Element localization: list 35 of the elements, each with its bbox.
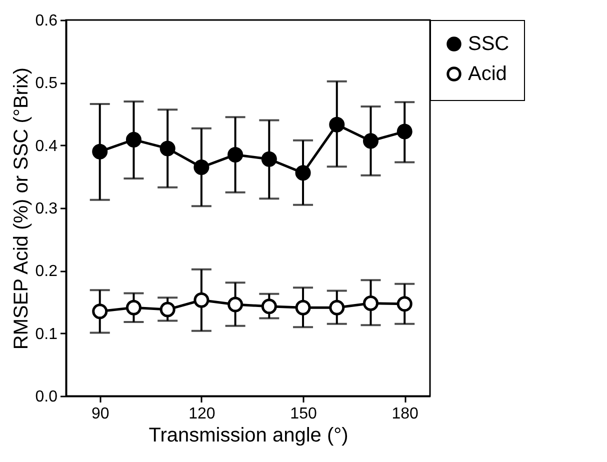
point bbox=[126, 132, 142, 148]
point bbox=[92, 144, 108, 160]
point bbox=[160, 140, 176, 156]
point bbox=[261, 151, 277, 167]
legend-label: Acid bbox=[468, 63, 507, 85]
y-axis-title: RMSEP Acid (%) or SSC (°Brix) bbox=[10, 67, 32, 350]
x-tick-label: 90 bbox=[91, 406, 110, 422]
y-tick-label: 0.1 bbox=[35, 326, 58, 343]
x-tick-label: 180 bbox=[392, 406, 419, 422]
point bbox=[362, 133, 379, 149]
point bbox=[295, 165, 311, 181]
point bbox=[194, 292, 210, 308]
point bbox=[228, 146, 244, 162]
x-tick-label: 120 bbox=[188, 406, 216, 422]
point bbox=[396, 296, 412, 312]
y-tick-label: 0.0 bbox=[35, 388, 58, 406]
legend-label: SSC bbox=[468, 33, 510, 55]
point bbox=[92, 304, 108, 320]
y-tick-label: 0.3 bbox=[35, 200, 58, 218]
point bbox=[126, 300, 142, 316]
point bbox=[396, 124, 412, 140]
y-tick-label: 0.2 bbox=[35, 263, 58, 280]
y-tick-label: 0.5 bbox=[35, 75, 58, 92]
y-tick-label: 0.6 bbox=[35, 12, 58, 30]
point bbox=[261, 298, 277, 314]
y-tick-label: 0.4 bbox=[35, 138, 58, 155]
point bbox=[329, 300, 345, 316]
point bbox=[295, 300, 311, 316]
point bbox=[329, 116, 345, 132]
point bbox=[194, 160, 210, 176]
x-tick-label: 150 bbox=[290, 406, 317, 422]
x-axis-title: Transmission angle (°) bbox=[148, 424, 348, 446]
point bbox=[160, 302, 176, 318]
point bbox=[362, 295, 379, 312]
point bbox=[228, 296, 244, 312]
